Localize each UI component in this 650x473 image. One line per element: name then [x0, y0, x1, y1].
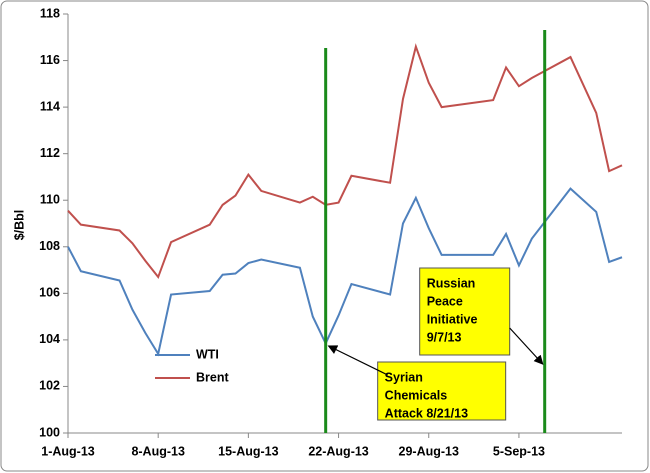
y-tick-label: 114 — [40, 99, 60, 113]
legend-label: Brent — [196, 370, 229, 384]
annotation-arrow — [509, 327, 544, 365]
annotation-box — [377, 361, 507, 421]
annotation-text: Peace — [427, 294, 463, 308]
y-tick-label: 110 — [40, 193, 60, 207]
series-line — [67, 43, 623, 280]
annotation-text: Syrian — [385, 370, 423, 384]
y-tick-label: 118 — [40, 6, 60, 20]
y-tick-label: 102 — [39, 379, 60, 393]
annotation-text: Chemicals — [385, 388, 448, 402]
series-line — [67, 187, 623, 357]
x-tick-label: 29-Aug-13 — [399, 444, 459, 458]
legend-label: WTI — [196, 347, 219, 361]
x-tick-label: 5-Sep-13 — [493, 444, 545, 458]
y-tick-label: 106 — [39, 286, 60, 300]
x-tick-label: 8-Aug-13 — [131, 444, 185, 458]
x-tick-label: 22-Aug-13 — [308, 444, 368, 458]
annotation-text: Initiative — [427, 312, 478, 326]
y-tick-label: 116 — [40, 53, 60, 67]
y-axis-label: $/Bbl — [12, 210, 26, 241]
annotation-arrow — [327, 345, 388, 376]
annotation-text: Russian — [427, 276, 476, 290]
annotation-box — [419, 267, 511, 356]
y-tick-label: 104 — [39, 332, 60, 346]
y-tick-label: 100 — [39, 425, 60, 439]
x-tick-label: 15-Aug-13 — [218, 444, 278, 458]
annotation-text: Attack 8/21/13 — [385, 406, 468, 420]
annotation-text: 9/7/13 — [427, 330, 462, 344]
y-tick-label: 112 — [40, 146, 60, 160]
x-tick-label: 1-Aug-13 — [41, 444, 95, 458]
y-tick-label: 108 — [39, 239, 60, 253]
